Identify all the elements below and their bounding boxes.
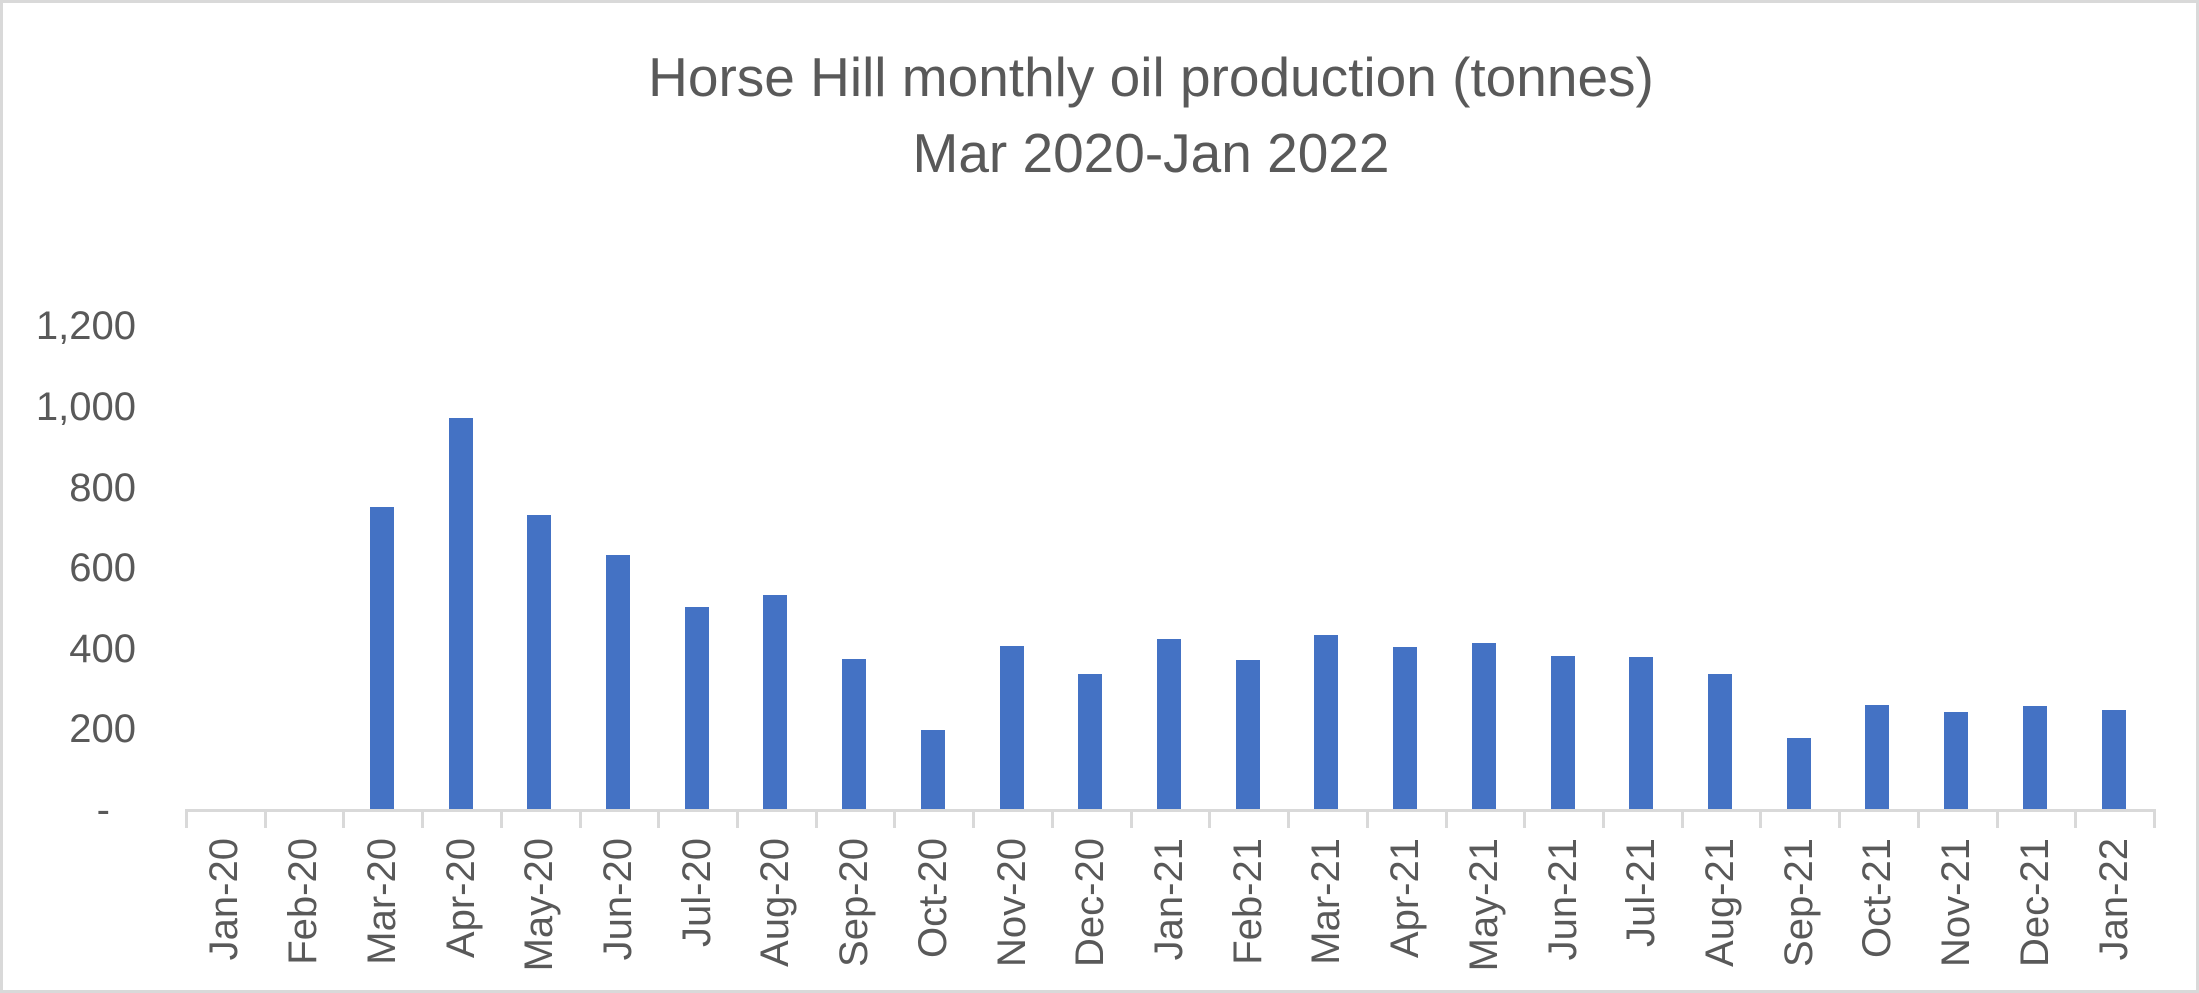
x-axis-tick	[657, 809, 660, 828]
bar-Jan-22	[2102, 710, 2126, 809]
bar-May-20	[527, 515, 551, 809]
y-axis-tick-label: 400	[69, 626, 136, 671]
x-axis-tick	[1366, 809, 1369, 828]
x-axis-label-Dec-20: Dec-20	[1068, 838, 1112, 967]
x-axis-tick	[1445, 809, 1448, 828]
x-axis-label-Aug-20: Aug-20	[753, 838, 797, 967]
x-axis-label-Jul-21: Jul-21	[1619, 838, 1663, 947]
x-axis-label-Jun-21: Jun-21	[1541, 838, 1585, 961]
x-axis-label-Oct-21: Oct-21	[1855, 838, 1899, 959]
bar-Sep-20	[842, 659, 866, 809]
x-axis-label-Nov-20: Nov-20	[990, 838, 1034, 967]
x-axis-label-Sep-21: Sep-21	[1777, 838, 1821, 967]
chart-title-line2: Mar 2020-Jan 2022	[912, 122, 1390, 184]
bar-Jan-21	[1157, 639, 1181, 809]
bar-Mar-21	[1314, 635, 1338, 809]
x-axis-label-Feb-21: Feb-21	[1226, 838, 1270, 965]
x-axis-tick	[264, 809, 267, 828]
x-axis-tick	[736, 809, 739, 828]
x-axis-tick	[579, 809, 582, 828]
y-axis-tick-label: 200	[69, 707, 136, 752]
bar-Oct-21	[1865, 705, 1889, 809]
x-axis-tick	[1917, 809, 1920, 828]
y-axis-tick-label: 1,200	[35, 304, 136, 349]
x-axis-label-May-20: May-20	[517, 838, 561, 972]
x-axis-label-Jan-20: Jan-20	[202, 838, 246, 961]
x-axis-tick	[893, 809, 896, 828]
bar-Sep-21	[1787, 738, 1811, 809]
bar-May-21	[1472, 643, 1496, 809]
x-axis-tick	[1051, 809, 1054, 828]
x-axis-tick	[1523, 809, 1526, 828]
bar-Oct-20	[921, 730, 945, 809]
x-axis-label-May-21: May-21	[1462, 838, 1506, 972]
x-axis-tick	[1759, 809, 1762, 828]
bar-Feb-21	[1236, 660, 1260, 809]
x-axis-label-Mar-20: Mar-20	[360, 838, 404, 965]
bar-Aug-21	[1708, 674, 1732, 809]
x-axis-tick	[2153, 809, 2156, 828]
x-axis-label-Jan-22: Jan-22	[2092, 838, 2136, 961]
bar-Jul-20	[685, 607, 709, 809]
x-axis-tick	[342, 809, 345, 828]
chart-title: Horse Hill monthly oil production (tonne…	[136, 39, 2166, 191]
bar-Apr-20	[449, 418, 473, 809]
bar-Dec-20	[1078, 674, 1102, 809]
x-axis-tick	[1838, 809, 1841, 828]
bar-Nov-20	[1000, 646, 1024, 809]
x-axis-label-Apr-20: Apr-20	[439, 838, 483, 959]
bar-Jun-21	[1551, 656, 1575, 809]
bar-Jun-20	[606, 555, 630, 809]
x-axis-label-Sep-20: Sep-20	[832, 838, 876, 967]
bar-Mar-20	[370, 507, 394, 809]
x-axis-label-Apr-21: Apr-21	[1383, 838, 1427, 959]
x-axis-label-Oct-20: Oct-20	[911, 838, 955, 959]
x-axis-tick	[500, 809, 503, 828]
x-axis-tick	[815, 809, 818, 828]
y-axis-tick-label: 1,000	[35, 385, 136, 429]
bar-Nov-21	[1944, 712, 1968, 809]
chart-title-line1: Horse Hill monthly oil production (tonne…	[648, 46, 1654, 108]
x-axis-line	[185, 809, 2153, 812]
y-axis-tick-label: 800	[69, 465, 136, 510]
bar-Dec-21	[2023, 706, 2047, 809]
x-axis-label-Mar-21: Mar-21	[1304, 838, 1348, 965]
x-axis-label-Jan-21: Jan-21	[1147, 838, 1191, 961]
x-axis-tick	[1996, 809, 1999, 828]
x-axis-tick	[1287, 809, 1290, 828]
x-axis-label-Nov-21: Nov-21	[1934, 838, 1978, 967]
x-axis-tick	[972, 809, 975, 828]
y-axis-tick-label: 600	[69, 546, 136, 591]
x-axis-tick	[185, 809, 188, 828]
x-axis-label-Aug-21: Aug-21	[1698, 838, 1742, 967]
x-axis-tick	[2074, 809, 2077, 828]
x-axis-tick	[1681, 809, 1684, 828]
x-axis-tick	[1130, 809, 1133, 828]
x-axis-label-Jun-20: Jun-20	[596, 838, 640, 961]
x-axis-label-Jul-20: Jul-20	[675, 838, 719, 947]
x-axis-tick	[1208, 809, 1211, 828]
x-axis-label-Feb-20: Feb-20	[281, 838, 325, 965]
x-axis-tick	[421, 809, 424, 828]
bar-Aug-20	[763, 595, 787, 809]
x-axis-tick	[1602, 809, 1605, 828]
y-axis-tick-label: -	[96, 788, 110, 832]
bar-Apr-21	[1393, 647, 1417, 809]
x-axis-label-Dec-21: Dec-21	[2013, 838, 2057, 967]
bar-Jul-21	[1629, 657, 1653, 809]
